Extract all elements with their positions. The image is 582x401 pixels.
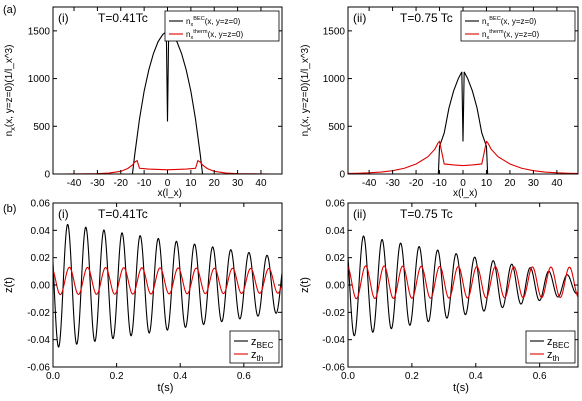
y-tick-label: 0.04	[31, 226, 51, 237]
y-tick-label: 1500	[323, 26, 346, 37]
y-axis-label: nx(x, y=z=0)(1/l_x^3)	[4, 45, 17, 137]
x-tick-label: -20	[114, 178, 129, 189]
panel-label: (i)	[58, 207, 69, 221]
y-tick-label: 0.04	[326, 226, 346, 237]
y-axis-label: nx(x, y=z=0)(1/l_x^3)	[300, 45, 313, 137]
y-axis-label: z(t)	[3, 277, 15, 293]
legend-box	[164, 10, 280, 42]
x-tick-label: 30	[232, 178, 244, 189]
y-tick-label: 1000	[323, 74, 346, 85]
y-tick-label: 0	[339, 170, 345, 181]
y-tick-label: -0.02	[322, 308, 345, 319]
legend-label-0: zBEC	[251, 336, 274, 350]
x-tick-label: 0.6	[533, 371, 547, 382]
legend: nxBEC(x, y=z=0)nxtherm(x, y=z=0)	[164, 10, 280, 42]
series-group	[348, 71, 578, 174]
x-tick-label: 10	[481, 178, 493, 189]
series-group	[348, 235, 578, 337]
series-line-1	[348, 265, 578, 300]
x-axis-label: x(l_x)	[453, 188, 477, 199]
y-tick-label: 500	[328, 122, 345, 133]
panel-label: (ii)	[353, 207, 366, 221]
chart-panel-2: 0.0 0.2 0.4 0.6 -0.06 -0.04 -0.02 0.00 0.02 0.04 0…	[3, 199, 283, 394]
series-line-0	[437, 71, 489, 174]
chart-panel-0: -40 -30 -20 -10 0 10 20 30 40 0 500 1000 1500 (i) T=0.…	[4, 6, 283, 199]
legend-label-0: zBEC	[547, 336, 570, 350]
panel-label: (i)	[58, 11, 69, 25]
y-tick-label: 0	[44, 170, 50, 181]
x-tick-label: 40	[255, 178, 267, 189]
legend-box	[229, 330, 280, 364]
series-group	[53, 223, 282, 348]
row-label-b: (b)	[3, 203, 16, 215]
y-tick-label: 1000	[28, 74, 51, 85]
y-tick-label: 0.00	[31, 281, 51, 292]
y-axis-label: z(t)	[299, 277, 311, 293]
legend-box	[460, 10, 576, 42]
x-tick-label: 0.0	[341, 371, 355, 382]
x-tick-label: 20	[504, 178, 516, 189]
x-tick-label: -40	[362, 178, 377, 189]
x-tick-label: 0.6	[237, 371, 251, 382]
series-line-1	[348, 140, 578, 174]
panel-title: T=0.41Tc	[98, 207, 148, 221]
y-tick-label: -0.06	[27, 363, 50, 374]
y-tick-label: -0.06	[322, 363, 345, 374]
x-tick-label: -20	[409, 178, 424, 189]
y-tick-label: 500	[33, 122, 50, 133]
legend-label-0: nxBEC(x, y=z=0)	[482, 16, 537, 28]
panel-title: T=0.75 Tc	[400, 11, 453, 25]
x-axis-label: x(l_x)	[158, 188, 182, 199]
series-line-0	[131, 30, 204, 174]
x-tick-label: 10	[185, 178, 197, 189]
series-group	[53, 30, 282, 174]
panel-title: T=0.41Tc	[98, 11, 148, 25]
legend-label-0: nxBEC(x, y=z=0)	[186, 16, 241, 28]
legend: nxBEC(x, y=z=0)nxtherm(x, y=z=0)	[460, 10, 576, 42]
legend-label-1: nxtherm(x, y=z=0)	[186, 29, 243, 41]
series-line-0	[53, 223, 282, 348]
chart-panel-3: 0.0 0.2 0.4 0.6 -0.06 -0.04 -0.02 0.00 0.02 0.04 0…	[299, 199, 579, 394]
x-tick-label: 0.4	[173, 371, 187, 382]
x-tick-label: 30	[528, 178, 540, 189]
x-tick-label: 0.2	[405, 371, 419, 382]
y-tick-label: 0.00	[326, 281, 346, 292]
series-line-0	[348, 235, 578, 337]
y-tick-label: -0.04	[27, 335, 50, 346]
x-tick-label: 40	[551, 178, 563, 189]
x-tick-label: 0	[460, 178, 466, 189]
x-tick-label: 0	[165, 178, 171, 189]
x-tick-label: -30	[385, 178, 400, 189]
panel-title: T=0.75 Tc	[400, 207, 453, 221]
y-tick-label: -0.04	[322, 335, 345, 346]
x-axis-label: t(s)	[453, 382, 469, 394]
y-tick-label: 0.02	[326, 253, 346, 264]
x-tick-label: -30	[90, 178, 105, 189]
x-tick-label: 0.4	[469, 371, 483, 382]
row-label-a: (a)	[3, 4, 16, 16]
panel-label: (ii)	[353, 11, 366, 25]
legend-label-1: nxtherm(x, y=z=0)	[482, 29, 539, 41]
x-tick-label: 20	[209, 178, 221, 189]
x-tick-label: -40	[67, 178, 82, 189]
chart-panel-1: -40 -30 -20 -10 0 10 20 30 40 0 500 1000 1500 (ii) T=0…	[300, 6, 579, 199]
x-tick-label: -10	[137, 178, 152, 189]
legend-label-1: zth	[547, 349, 560, 363]
series-line-1	[53, 266, 282, 296]
legend-label-1: zth	[251, 349, 264, 363]
y-tick-label: 1500	[28, 26, 51, 37]
y-tick-label: 0.06	[326, 199, 346, 210]
y-tick-label: 0.06	[31, 199, 51, 210]
series-line-1	[53, 159, 282, 174]
y-tick-label: 0.02	[31, 253, 51, 264]
x-tick-label: -10	[432, 178, 447, 189]
y-tick-label: -0.02	[27, 308, 50, 319]
legend-box	[525, 330, 576, 364]
x-tick-label: 0.0	[46, 371, 60, 382]
x-tick-label: 0.2	[110, 371, 124, 382]
x-axis-label: t(s)	[158, 382, 174, 394]
